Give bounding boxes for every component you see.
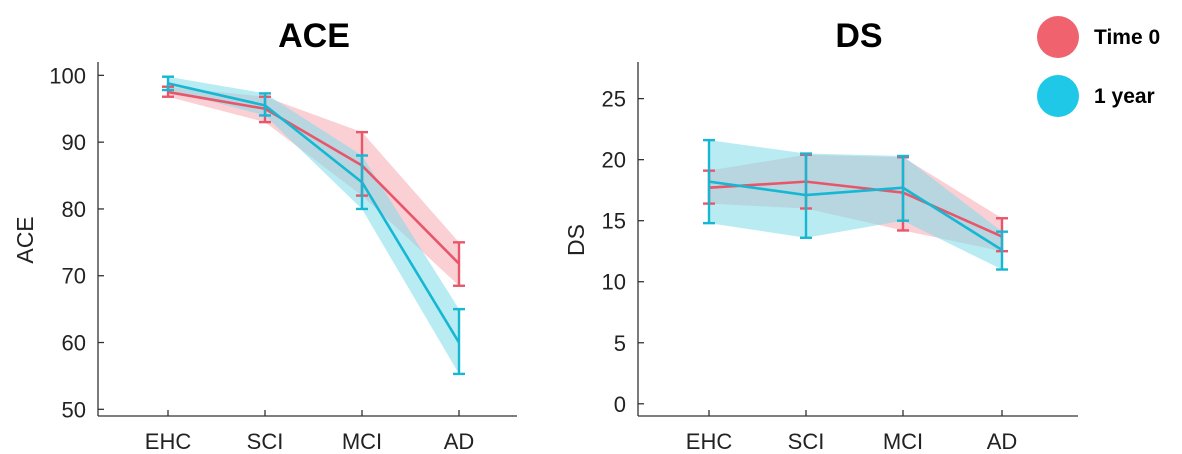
legend-label-1-year: 1 year: [1094, 85, 1155, 108]
ds-x-tick-label-ad: AD: [987, 429, 1018, 454]
ds-y-tick-label: 20: [602, 148, 626, 173]
ace-chart-title: ACE: [278, 17, 350, 55]
ds-chart-title: DS: [835, 17, 882, 55]
ds-x-tick-label-mci: MCI: [883, 429, 923, 454]
ace-x-tick-label-mci: MCI: [342, 429, 382, 454]
ds-errorbar-1-year-sci: [800, 152, 812, 239]
ds-y-tick-label: 0: [614, 392, 626, 417]
ace-y-tick-label: 70: [62, 264, 86, 289]
ace-x-tick-label-sci: SCI: [247, 429, 284, 454]
ace-y-tick-label: 90: [62, 130, 86, 155]
ds-y-tick-label: 5: [614, 331, 626, 356]
ds-panel: DS DS 0 5 10 15 20 25 EHC SCI MCI AD: [563, 17, 1078, 454]
ds-line-1-year: [708, 180, 1003, 252]
ds-band-1-year: [709, 140, 1002, 270]
ace-errorbar-1-year-sci: [259, 92, 271, 117]
ace-line-1-year: [167, 82, 461, 344]
ds-x-tick-label-ehc: EHC: [686, 429, 733, 454]
ds-x-tick-label-sci: SCI: [788, 429, 825, 454]
ace-errorbar-time-0-ad: [453, 241, 465, 287]
ace-y-tick-label: 100: [49, 63, 86, 88]
ds-errorbar-1-year-ad: [996, 230, 1008, 271]
ace-panel: ACE ACE 50 60 70 80 90 100 EHC SCI MCI AD: [12, 17, 517, 454]
ace-errorbar-1-year-mci: [356, 154, 368, 211]
legend-label-time-0: Time 0: [1094, 26, 1160, 49]
ds-y-tick-label: 25: [602, 87, 626, 112]
legend-marker-time-0: [1037, 16, 1079, 58]
ds-y-tick-label: 15: [602, 209, 626, 234]
ds-y-axis-label: DS: [563, 224, 589, 256]
ace-y-tick-label: 60: [62, 331, 86, 356]
legend-marker-1-year: [1037, 75, 1079, 117]
ace-x-tick-label-ehc: EHC: [145, 429, 192, 454]
ds-line-time-0: [708, 180, 1003, 238]
ace-y-tick-label: 80: [62, 197, 86, 222]
ds-y-tick-label: 10: [602, 270, 626, 295]
ace-y-axis-label: ACE: [12, 216, 38, 263]
ace-errorbar-1-year-ad: [453, 307, 465, 376]
ace-x-tick-label-ad: AD: [444, 429, 475, 454]
ds-errorbar-1-year-ehc: [703, 138, 715, 225]
ds-errorbar-1-year-mci: [897, 154, 909, 222]
legend: Time 0 1 year: [1037, 16, 1160, 117]
ace-errorbar-1-year-ehc: [162, 75, 174, 92]
ace-line-time-0: [167, 90, 460, 265]
ace-y-tick-label: 50: [62, 397, 86, 422]
